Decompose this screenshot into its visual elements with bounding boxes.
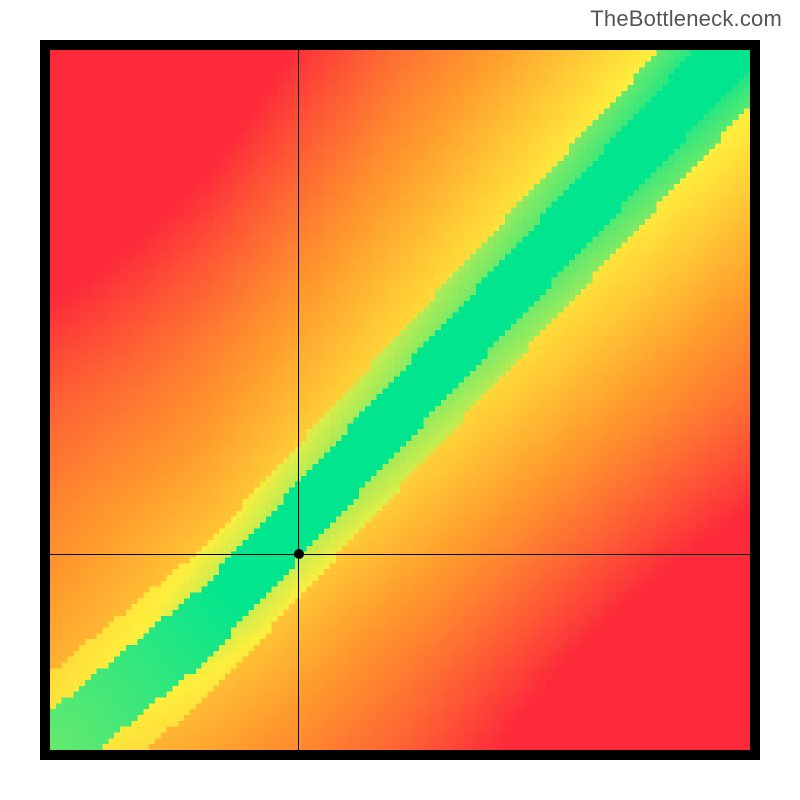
crosshair-dot bbox=[294, 549, 304, 559]
plot-area bbox=[40, 40, 760, 760]
crosshair-horizontal bbox=[50, 554, 750, 555]
crosshair-vertical bbox=[298, 50, 299, 750]
heatmap-canvas bbox=[50, 50, 750, 750]
chart-container: TheBottleneck.com bbox=[0, 0, 800, 800]
watermark-text: TheBottleneck.com bbox=[590, 6, 782, 32]
